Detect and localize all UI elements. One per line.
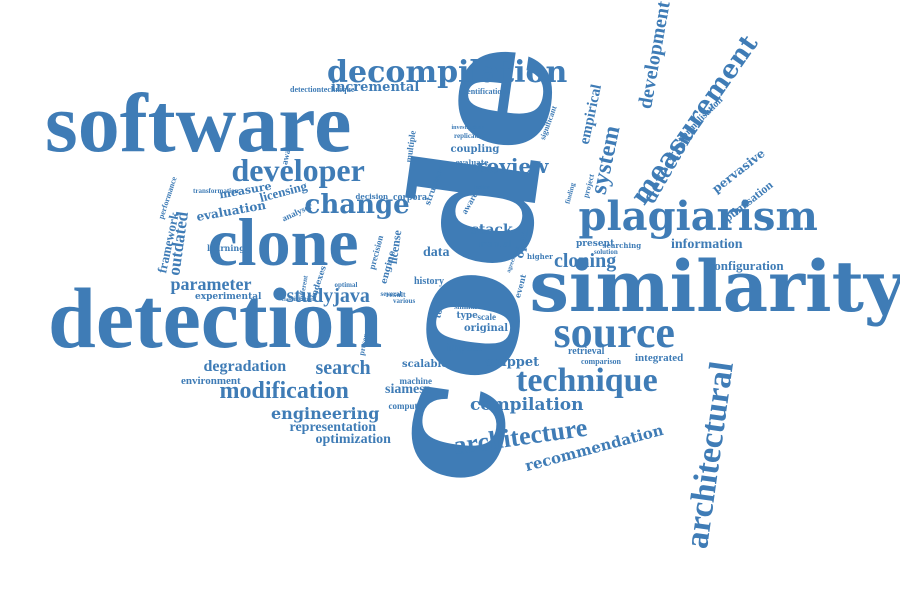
word-evaluate: evaluate (455, 157, 489, 167)
word-searching: searching (602, 240, 642, 250)
word-investigation: investigation (451, 125, 485, 131)
word-representation: representation (289, 420, 377, 435)
word-search: search (315, 357, 371, 379)
word-coupling: coupling (450, 144, 500, 155)
word-comparison: comparison (581, 357, 621, 366)
word-cloning: cloning (554, 250, 617, 272)
word-compilation: compilation (470, 394, 584, 415)
word-history: history (414, 276, 444, 287)
word-data: data (423, 245, 450, 260)
word-incremental: incremental (331, 79, 420, 95)
word-review: review (476, 154, 549, 178)
word-replication: replication (454, 131, 487, 140)
word-degradation: degradation (203, 358, 287, 375)
word-architectural: architectural (678, 359, 742, 551)
word-technique: technique (516, 362, 658, 399)
word-original: original (464, 323, 509, 334)
word-development: development (633, 0, 675, 111)
word-present: present (576, 238, 615, 249)
word-parameter: parameter (170, 274, 252, 294)
word-result: result (386, 292, 406, 299)
word-learning: learning (207, 243, 245, 253)
word-decompilation: decompilation (327, 55, 568, 90)
word-environment: environment (181, 374, 241, 387)
word-engineering: engineering (271, 404, 380, 423)
word-integrated: integrated (635, 351, 684, 364)
word-modification: modification (219, 378, 349, 404)
word-detectiontechnique: detectiontechnique (290, 85, 355, 94)
word-classification: classification (281, 297, 315, 303)
word-similarity: similarity (529, 245, 900, 328)
word-transformation: transformation (193, 186, 239, 195)
word-various: various (393, 296, 416, 305)
word-higher: higher (527, 251, 553, 261)
word-software: software (45, 77, 352, 170)
word-source: source (553, 308, 675, 357)
word-several: several (380, 289, 402, 298)
word-better: better (474, 185, 490, 191)
word-decision: decision (355, 191, 389, 201)
word-clone: clone (207, 204, 359, 280)
word-optimal: optimal (334, 280, 358, 289)
word-optimization: optimization (315, 432, 391, 447)
word-change: change (304, 190, 410, 220)
word-configuration: configuration (708, 257, 784, 273)
word-identification: identification (460, 87, 506, 96)
word-detection: detection (48, 270, 383, 366)
word-developer: developer (231, 152, 365, 188)
word-impact: impact (446, 340, 482, 354)
word-solution: solution (594, 247, 618, 256)
word-stack: stack (471, 222, 513, 238)
word-scale: scale (477, 311, 497, 322)
word-computer: computer (388, 400, 426, 411)
word-corpora: corpora (393, 192, 427, 203)
word-machine: machine (399, 375, 433, 386)
word-studyjava: studyjava (286, 285, 370, 307)
word-similar: similar (454, 302, 478, 311)
word-scalable: scalable (402, 359, 448, 370)
word-manual: manual (479, 239, 512, 250)
word-retrieval: retrieval (568, 346, 605, 357)
word-type: type (456, 310, 478, 321)
word-snippet: snippet (485, 354, 540, 370)
word-experimental: experimental (195, 291, 262, 302)
word-plagiarism: plagiarism (578, 193, 818, 240)
word-information: information (671, 237, 743, 252)
word-siamese: siamese (385, 382, 431, 397)
